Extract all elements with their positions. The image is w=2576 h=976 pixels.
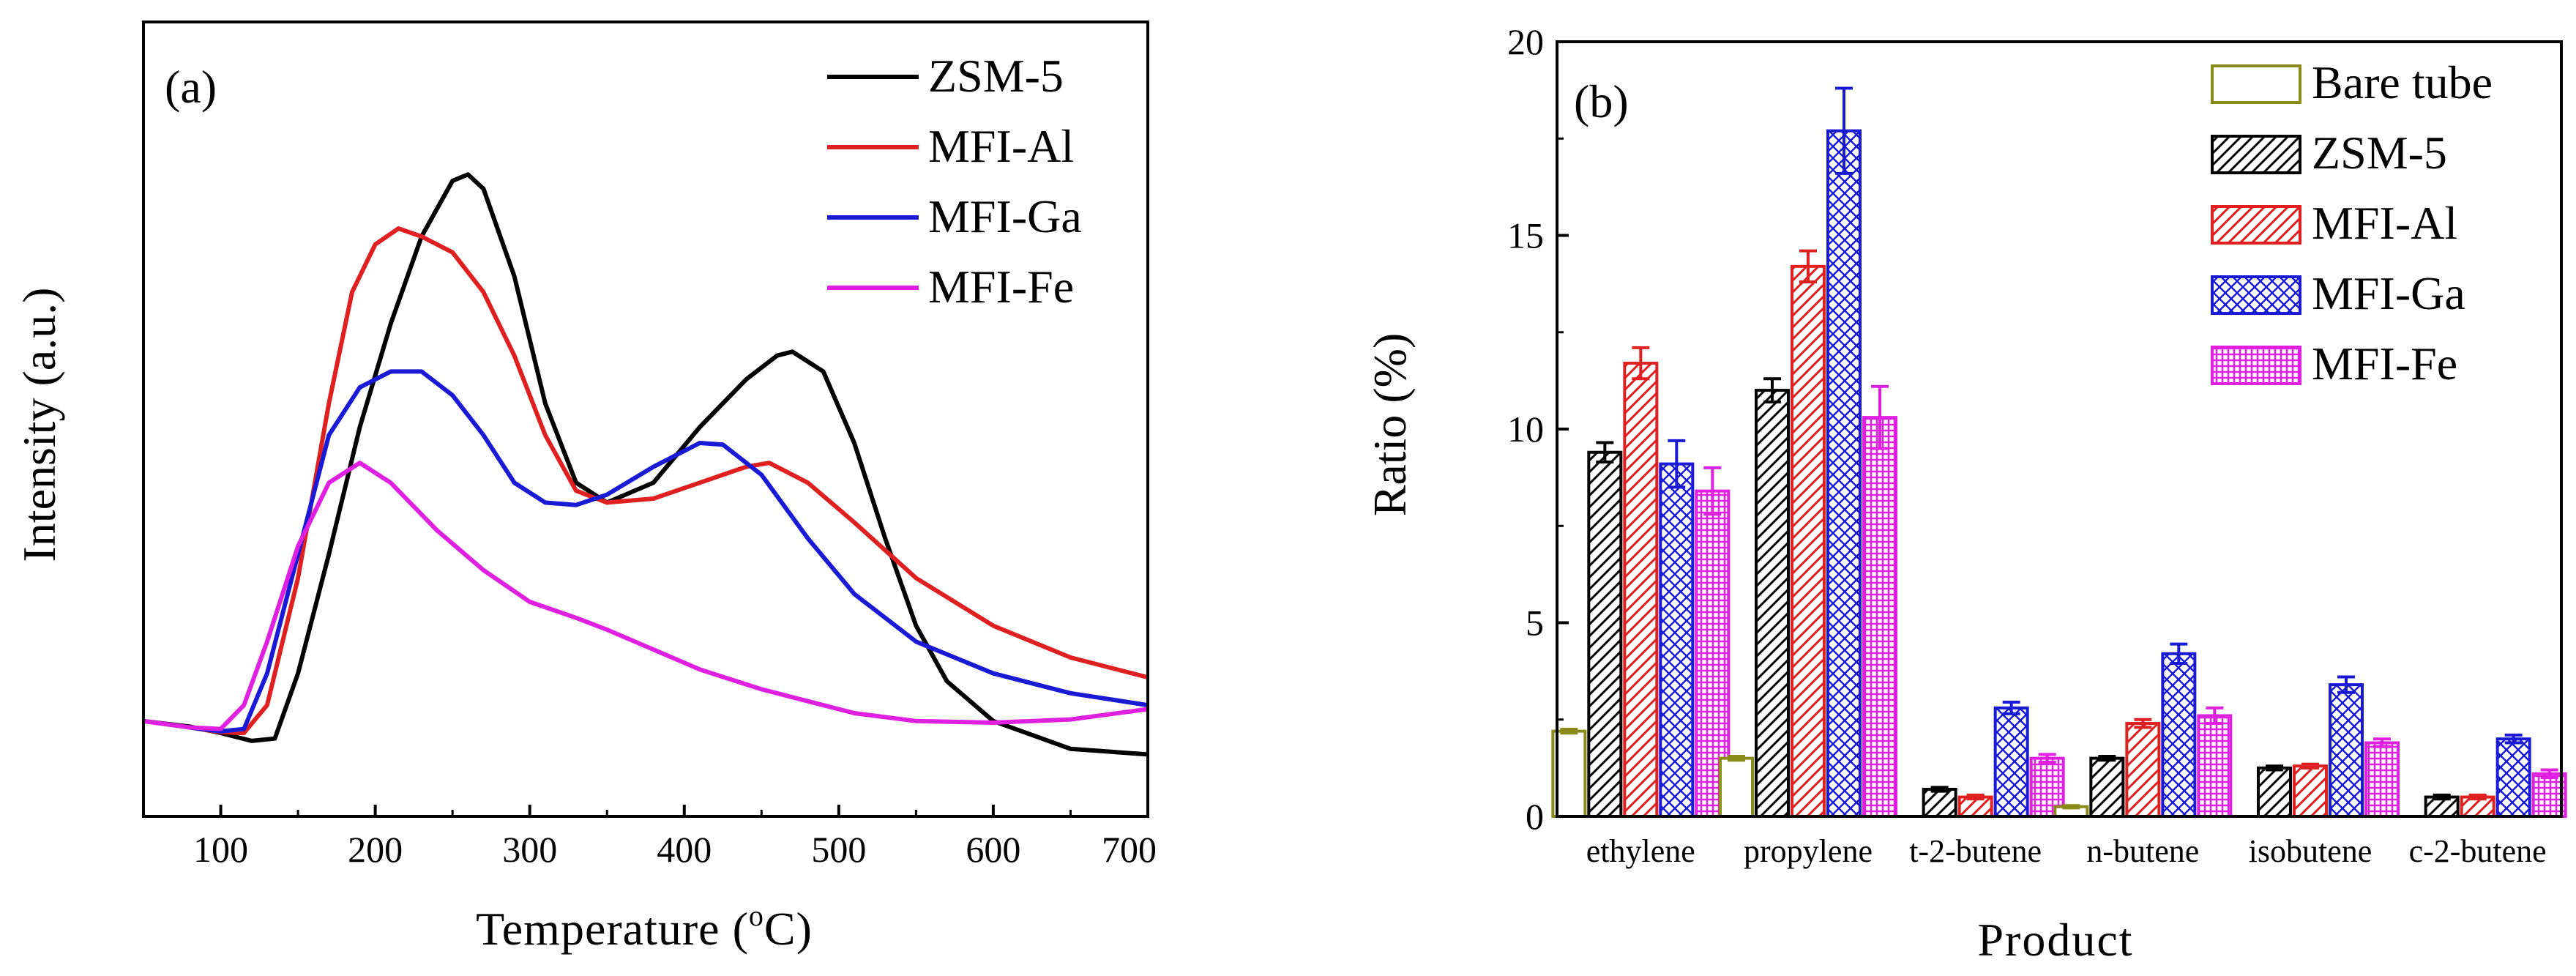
bar-mfi-al-isobutene (2293, 764, 2328, 818)
x-tick-label: 600 (966, 829, 1020, 870)
x-tick-label: 200 (348, 829, 403, 870)
bar-mfi-ga-ethylene (1659, 462, 1695, 818)
category-label-propylene: propylene (1744, 833, 1873, 869)
bar-zsm-5-ethylene (1587, 450, 1623, 818)
bar-mfi-ga-c-2-butene (2495, 737, 2531, 819)
x-tick-label: 400 (657, 829, 712, 870)
legend-label-mfi-al: MFI-Al (2312, 197, 2457, 249)
error-bar-zsm-5-propylene (1763, 377, 1781, 403)
panel-a-legend: ZSM-5 MFI-Al MFI-Ga MFI-Fe (827, 50, 1082, 313)
series-line-mfi-fe (143, 461, 1149, 731)
panel-b-x-axis-title: Product (1977, 914, 2133, 966)
error-bar-mfi-ga-propylene (1835, 86, 1853, 175)
error-bar-mfi-al-isobutene (2301, 762, 2319, 770)
legend-swatch-mfi-ga (2211, 275, 2301, 315)
error-bar-mfi-fe-n-butene (2206, 706, 2224, 726)
panel-a-x-axis-title: Temperature (oC) (476, 899, 813, 955)
panel-a-line-chart: 100 200 300 400 500 600 700 (a) Intensity (a.u… (13, 21, 1157, 955)
panel-b-label: (b) (1574, 75, 1629, 127)
panel-b-legend: Bare tube ZSM-5 MFI-Al MFI-Ga MFI-Fe (2211, 56, 2493, 390)
error-bar-bare-tube-propylene (1728, 755, 1745, 762)
y-tick-label: 5 (1526, 603, 1544, 644)
legend-swatch-mfi-al (2211, 205, 2301, 245)
bar-mfi-fe-ethylene (1695, 489, 1731, 818)
category-label-n-butene: n-butene (2086, 833, 2199, 869)
error-bar-mfi-fe-isobutene (2373, 737, 2391, 748)
bar-bare-tube-propylene (1719, 756, 1754, 819)
bar-mfi-fe-propylene (1862, 416, 1897, 818)
category-label-t-2-butene: t-2-butene (1909, 833, 2042, 869)
error-bar-mfi-al-c-2-butene (2468, 793, 2487, 801)
y-tick-label: 10 (1507, 409, 1544, 450)
bar-mfi-al-ethylene (1623, 362, 1659, 818)
x-tick-label: 100 (193, 829, 248, 870)
legend-label-mfi-ga: MFI-Ga (928, 190, 1082, 242)
bar-mfi-fe-isobutene (2364, 741, 2400, 818)
x-tick-label: 300 (502, 829, 557, 870)
legend-swatch-bare-tube (2211, 64, 2301, 104)
error-bar-mfi-al-t-2-butene (1966, 793, 1985, 801)
error-bar-zsm-5-n-butene (2098, 755, 2116, 762)
error-bar-mfi-ga-t-2-butene (2002, 700, 2020, 715)
error-bar-mfi-al-n-butene (2134, 718, 2152, 729)
legend-swatch-zsm-5 (2211, 135, 2301, 174)
panel-a-frame (142, 21, 1149, 818)
error-bar-mfi-fe-ethylene (1703, 466, 1722, 516)
bar-mfi-fe-n-butene (2197, 714, 2233, 819)
series-line-mfi-al (143, 226, 1149, 736)
category-label-isobutene: isobutene (2249, 833, 2372, 869)
error-bar-zsm-5-ethylene (1596, 441, 1614, 463)
error-bar-mfi-al-ethylene (1632, 346, 1650, 381)
legend-label-zsm-5: ZSM-5 (2312, 127, 2447, 179)
legend-label-zsm-5: ZSM-5 (928, 50, 1064, 102)
x-title-sup: o (749, 899, 764, 932)
y-tick-label: 20 (1507, 21, 1544, 62)
panel-a-y-axis-title: Intensity (a.u.) (13, 288, 65, 562)
error-bar-mfi-ga-n-butene (2170, 642, 2188, 666)
error-bar-mfi-ga-c-2-butene (2504, 733, 2523, 745)
error-bar-mfi-ga-ethylene (1668, 439, 1686, 489)
x-tick-label: 700 (1102, 829, 1157, 870)
bar-zsm-5-propylene (1755, 389, 1790, 818)
legend-swatch-mfi-fe (2211, 346, 2301, 385)
bar-mfi-al-n-butene (2125, 722, 2161, 818)
legend-label-mfi-al: MFI-Al (928, 120, 1074, 172)
error-bar-mfi-al-propylene (1799, 249, 1817, 283)
panel-b-y-axis-title: Ratio (%) (1364, 333, 1416, 517)
y-tick-label: 15 (1507, 215, 1544, 256)
error-bar-bare-tube-n-butene (2062, 804, 2080, 810)
x-title-main: Temperature ( (476, 903, 749, 955)
error-bar-zsm-5-c-2-butene (2433, 793, 2451, 801)
legend-label-mfi-fe: MFI-Fe (2312, 338, 2457, 390)
legend-label-bare-tube: Bare tube (2312, 56, 2493, 108)
bar-zsm-5-n-butene (2089, 756, 2125, 819)
bar-mfi-ga-isobutene (2329, 683, 2364, 819)
x-title-end: C) (764, 903, 813, 955)
legend-label-mfi-ga: MFI-Ga (2312, 267, 2465, 319)
x-tick-label: 500 (811, 829, 866, 870)
error-bar-mfi-ga-isobutene (2337, 675, 2355, 694)
error-bar-mfi-fe-t-2-butene (2038, 753, 2056, 764)
category-label-c-2-butene: c-2-butene (2409, 833, 2547, 869)
error-bar-mfi-fe-propylene (1871, 384, 1889, 450)
error-bar-zsm-5-t-2-butene (1930, 786, 1949, 793)
error-bar-bare-tube-ethylene (1560, 727, 1578, 735)
y-tick-label: 0 (1526, 796, 1544, 837)
bar-zsm-5-t-2-butene (1922, 787, 1957, 818)
bar-mfi-al-propylene (1791, 264, 1826, 818)
series-line-mfi-ga (143, 369, 1149, 734)
panel-a-label: (a) (165, 61, 217, 113)
category-label-ethylene: ethylene (1586, 833, 1695, 869)
panel-b-bar-chart: 0 5 10 15 20 ethylene propylene t-2-butene n-but… (1364, 21, 2567, 966)
legend-label-mfi-fe: MFI-Fe (928, 261, 1074, 313)
bar-mfi-ga-n-butene (2161, 652, 2197, 818)
bar-mfi-ga-propylene (1826, 129, 1862, 819)
bar-zsm-5-isobutene (2257, 766, 2292, 818)
error-bar-mfi-fe-c-2-butene (2540, 768, 2558, 780)
bar-mfi-ga-t-2-butene (1993, 706, 2029, 818)
error-bar-zsm-5-isobutene (2266, 764, 2283, 772)
